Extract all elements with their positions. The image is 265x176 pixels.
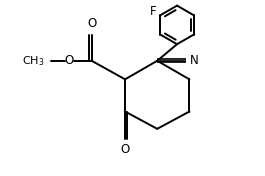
Text: O: O — [87, 17, 96, 30]
Text: F: F — [150, 5, 157, 18]
Text: N: N — [190, 54, 199, 67]
Text: CH$_3$: CH$_3$ — [22, 54, 45, 68]
Text: O: O — [121, 143, 130, 156]
Text: O: O — [65, 54, 74, 67]
